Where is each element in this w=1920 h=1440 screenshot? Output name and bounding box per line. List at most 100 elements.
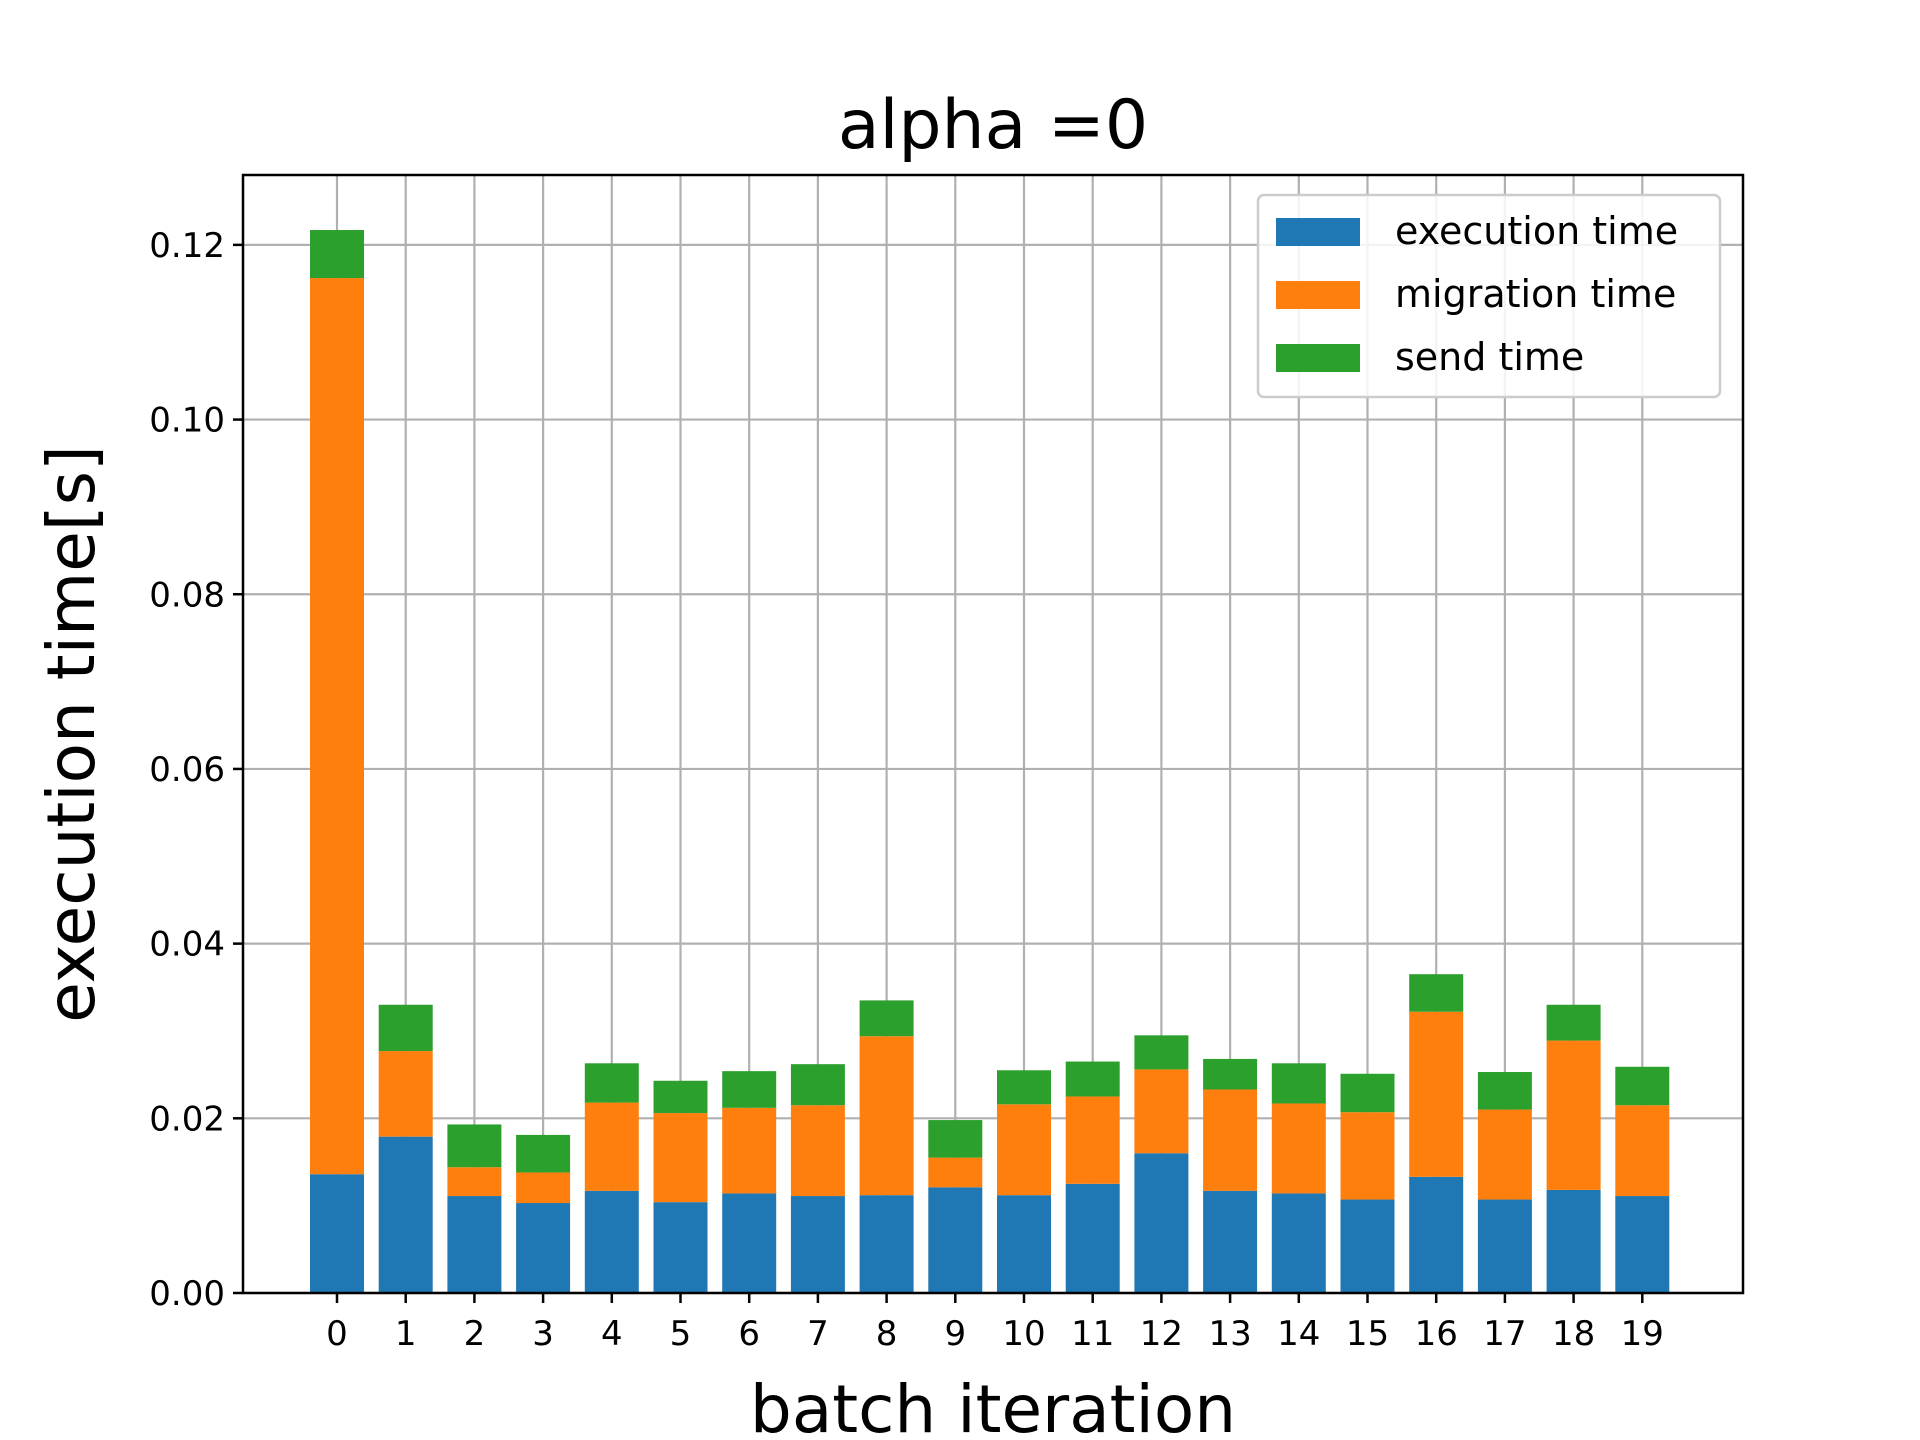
x-tick-label: 6 bbox=[738, 1314, 760, 1354]
x-tick-label: 12 bbox=[1140, 1314, 1183, 1354]
bar-execution-time-11 bbox=[1065, 1183, 1120, 1293]
x-tick-label: 5 bbox=[670, 1314, 692, 1354]
x-tick-label: 15 bbox=[1346, 1314, 1389, 1354]
x-tick-label: 18 bbox=[1552, 1314, 1595, 1354]
chart-title: alpha =0 bbox=[838, 86, 1148, 165]
bar-send-time-14 bbox=[1271, 1063, 1326, 1104]
bar-migration-time-7 bbox=[790, 1105, 845, 1197]
x-axis-ticks: 0 1 2 3 4 5 6 7 8 9 10 11 12 13 14 15 16 17 18 19 bbox=[326, 1293, 1664, 1354]
bar-migration-time-3 bbox=[516, 1172, 571, 1204]
x-axis-label: batch iteration bbox=[750, 1371, 1236, 1440]
bar-execution-time-0 bbox=[310, 1174, 364, 1293]
bar-execution-time-2 bbox=[447, 1196, 502, 1293]
bar-send-time-4 bbox=[584, 1063, 639, 1103]
x-tick-label: 11 bbox=[1071, 1314, 1114, 1354]
bar-migration-time-14 bbox=[1271, 1103, 1326, 1194]
bar-migration-time-9 bbox=[928, 1157, 983, 1188]
bar-migration-time-18 bbox=[1546, 1040, 1601, 1190]
x-tick-label: 16 bbox=[1415, 1314, 1458, 1354]
legend-label: migration time bbox=[1395, 272, 1676, 316]
bar-migration-time-5 bbox=[653, 1113, 708, 1203]
bar-send-time-19 bbox=[1615, 1066, 1670, 1106]
bar-send-time-6 bbox=[722, 1071, 777, 1108]
bar-migration-time-4 bbox=[584, 1102, 639, 1191]
y-tick-label: 0.00 bbox=[149, 1274, 225, 1314]
legend-label: send time bbox=[1395, 335, 1584, 379]
bar-send-time-5 bbox=[653, 1080, 708, 1114]
bar-execution-time-10 bbox=[997, 1195, 1051, 1293]
x-tick-label: 0 bbox=[326, 1314, 348, 1354]
x-tick-label: 2 bbox=[464, 1314, 486, 1354]
y-tick-label: 0.08 bbox=[149, 575, 225, 615]
bar-migration-time-17 bbox=[1477, 1109, 1532, 1200]
bar-migration-time-8 bbox=[859, 1036, 914, 1196]
y-tick-label: 0.12 bbox=[149, 226, 225, 266]
legend-swatch bbox=[1276, 344, 1360, 372]
bar-execution-time-3 bbox=[516, 1203, 571, 1293]
x-tick-label: 9 bbox=[944, 1314, 966, 1354]
x-tick-label: 8 bbox=[876, 1314, 898, 1354]
x-tick-label: 7 bbox=[807, 1314, 829, 1354]
legend: execution time migration time send time bbox=[1256, 193, 1722, 399]
bar-send-time-12 bbox=[1134, 1035, 1189, 1070]
bar-execution-time-16 bbox=[1409, 1176, 1464, 1293]
x-tick-label: 10 bbox=[1002, 1314, 1045, 1354]
x-tick-label: 13 bbox=[1208, 1314, 1251, 1354]
bar-send-time-13 bbox=[1203, 1058, 1258, 1090]
bar-send-time-8 bbox=[859, 1000, 914, 1037]
bar-execution-time-1 bbox=[378, 1136, 433, 1293]
bar-execution-time-14 bbox=[1271, 1193, 1326, 1293]
y-axis-ticks: 0.00 0.02 0.04 0.06 0.08 0.10 0.12 bbox=[149, 226, 243, 1314]
x-tick-label: 14 bbox=[1277, 1314, 1320, 1354]
bar-migration-time-10 bbox=[997, 1104, 1051, 1196]
legend-swatch bbox=[1276, 281, 1360, 309]
bars bbox=[310, 230, 1670, 1293]
x-tick-label: 19 bbox=[1621, 1314, 1664, 1354]
bar-migration-time-2 bbox=[447, 1167, 502, 1197]
bar-execution-time-8 bbox=[859, 1195, 914, 1293]
legend-swatch bbox=[1276, 218, 1360, 246]
bar-send-time-18 bbox=[1546, 1004, 1601, 1041]
legend-box bbox=[1256, 193, 1722, 399]
x-tick-label: 1 bbox=[395, 1314, 417, 1354]
y-tick-label: 0.02 bbox=[149, 1099, 225, 1139]
y-tick-label: 0.06 bbox=[149, 750, 225, 790]
bar-migration-time-16 bbox=[1409, 1011, 1464, 1177]
y-tick-label: 0.10 bbox=[149, 401, 225, 441]
bar-migration-time-0 bbox=[310, 278, 364, 1175]
legend-label: execution time bbox=[1395, 209, 1678, 253]
bar-execution-time-18 bbox=[1546, 1189, 1601, 1293]
plot-frame bbox=[241, 173, 1745, 1295]
bar-migration-time-13 bbox=[1203, 1089, 1258, 1191]
bar-execution-time-15 bbox=[1340, 1199, 1395, 1293]
x-tick-label: 3 bbox=[532, 1314, 554, 1354]
bar-send-time-2 bbox=[447, 1124, 502, 1168]
bar-migration-time-11 bbox=[1065, 1096, 1120, 1184]
bar-execution-time-19 bbox=[1615, 1196, 1670, 1293]
bar-execution-time-6 bbox=[722, 1193, 777, 1293]
y-tick-label: 0.04 bbox=[149, 925, 225, 965]
bar-migration-time-15 bbox=[1340, 1112, 1395, 1200]
x-tick-label: 17 bbox=[1483, 1314, 1526, 1354]
bar-send-time-17 bbox=[1477, 1072, 1532, 1110]
bar-migration-time-6 bbox=[722, 1107, 777, 1194]
bar-send-time-1 bbox=[378, 1004, 433, 1052]
y-axis-label: execution time[s] bbox=[33, 445, 110, 1023]
bar-send-time-0 bbox=[310, 230, 364, 279]
bar-send-time-10 bbox=[997, 1070, 1051, 1105]
bar-send-time-7 bbox=[790, 1064, 845, 1106]
bar-execution-time-5 bbox=[653, 1202, 708, 1293]
bar-execution-time-7 bbox=[790, 1196, 845, 1293]
bar-execution-time-13 bbox=[1203, 1190, 1258, 1293]
bar-send-time-15 bbox=[1340, 1073, 1395, 1113]
bar-send-time-3 bbox=[516, 1134, 571, 1173]
bar-execution-time-4 bbox=[584, 1190, 639, 1293]
bar-send-time-11 bbox=[1065, 1061, 1120, 1097]
bar-execution-time-17 bbox=[1477, 1199, 1532, 1293]
bar-execution-time-12 bbox=[1134, 1153, 1189, 1293]
bar-send-time-9 bbox=[928, 1120, 983, 1158]
x-tick-label: 4 bbox=[601, 1314, 623, 1354]
bar-send-time-16 bbox=[1409, 974, 1464, 1012]
bar-migration-time-19 bbox=[1615, 1105, 1670, 1197]
